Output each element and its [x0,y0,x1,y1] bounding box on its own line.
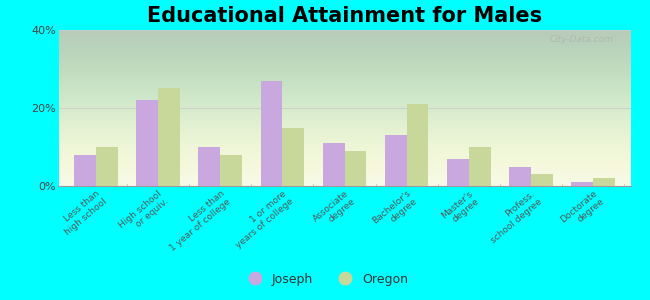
Bar [344,151,366,186]
Text: City-Data.com: City-Data.com [549,35,614,44]
Bar [407,104,428,186]
Bar [198,147,220,186]
Bar [593,178,615,186]
Bar [509,167,531,186]
Bar [136,100,158,186]
Bar [447,159,469,186]
Bar [323,143,345,186]
Bar [158,88,180,186]
Bar [385,135,407,186]
Bar [469,147,491,186]
Bar [220,155,242,186]
Bar [261,81,282,186]
Bar [74,155,96,186]
Bar [531,174,552,186]
Bar [571,182,593,186]
Bar [96,147,118,186]
Bar [282,128,304,186]
Legend: Joseph, Oregon: Joseph, Oregon [237,268,413,291]
Title: Educational Attainment for Males: Educational Attainment for Males [147,6,542,26]
